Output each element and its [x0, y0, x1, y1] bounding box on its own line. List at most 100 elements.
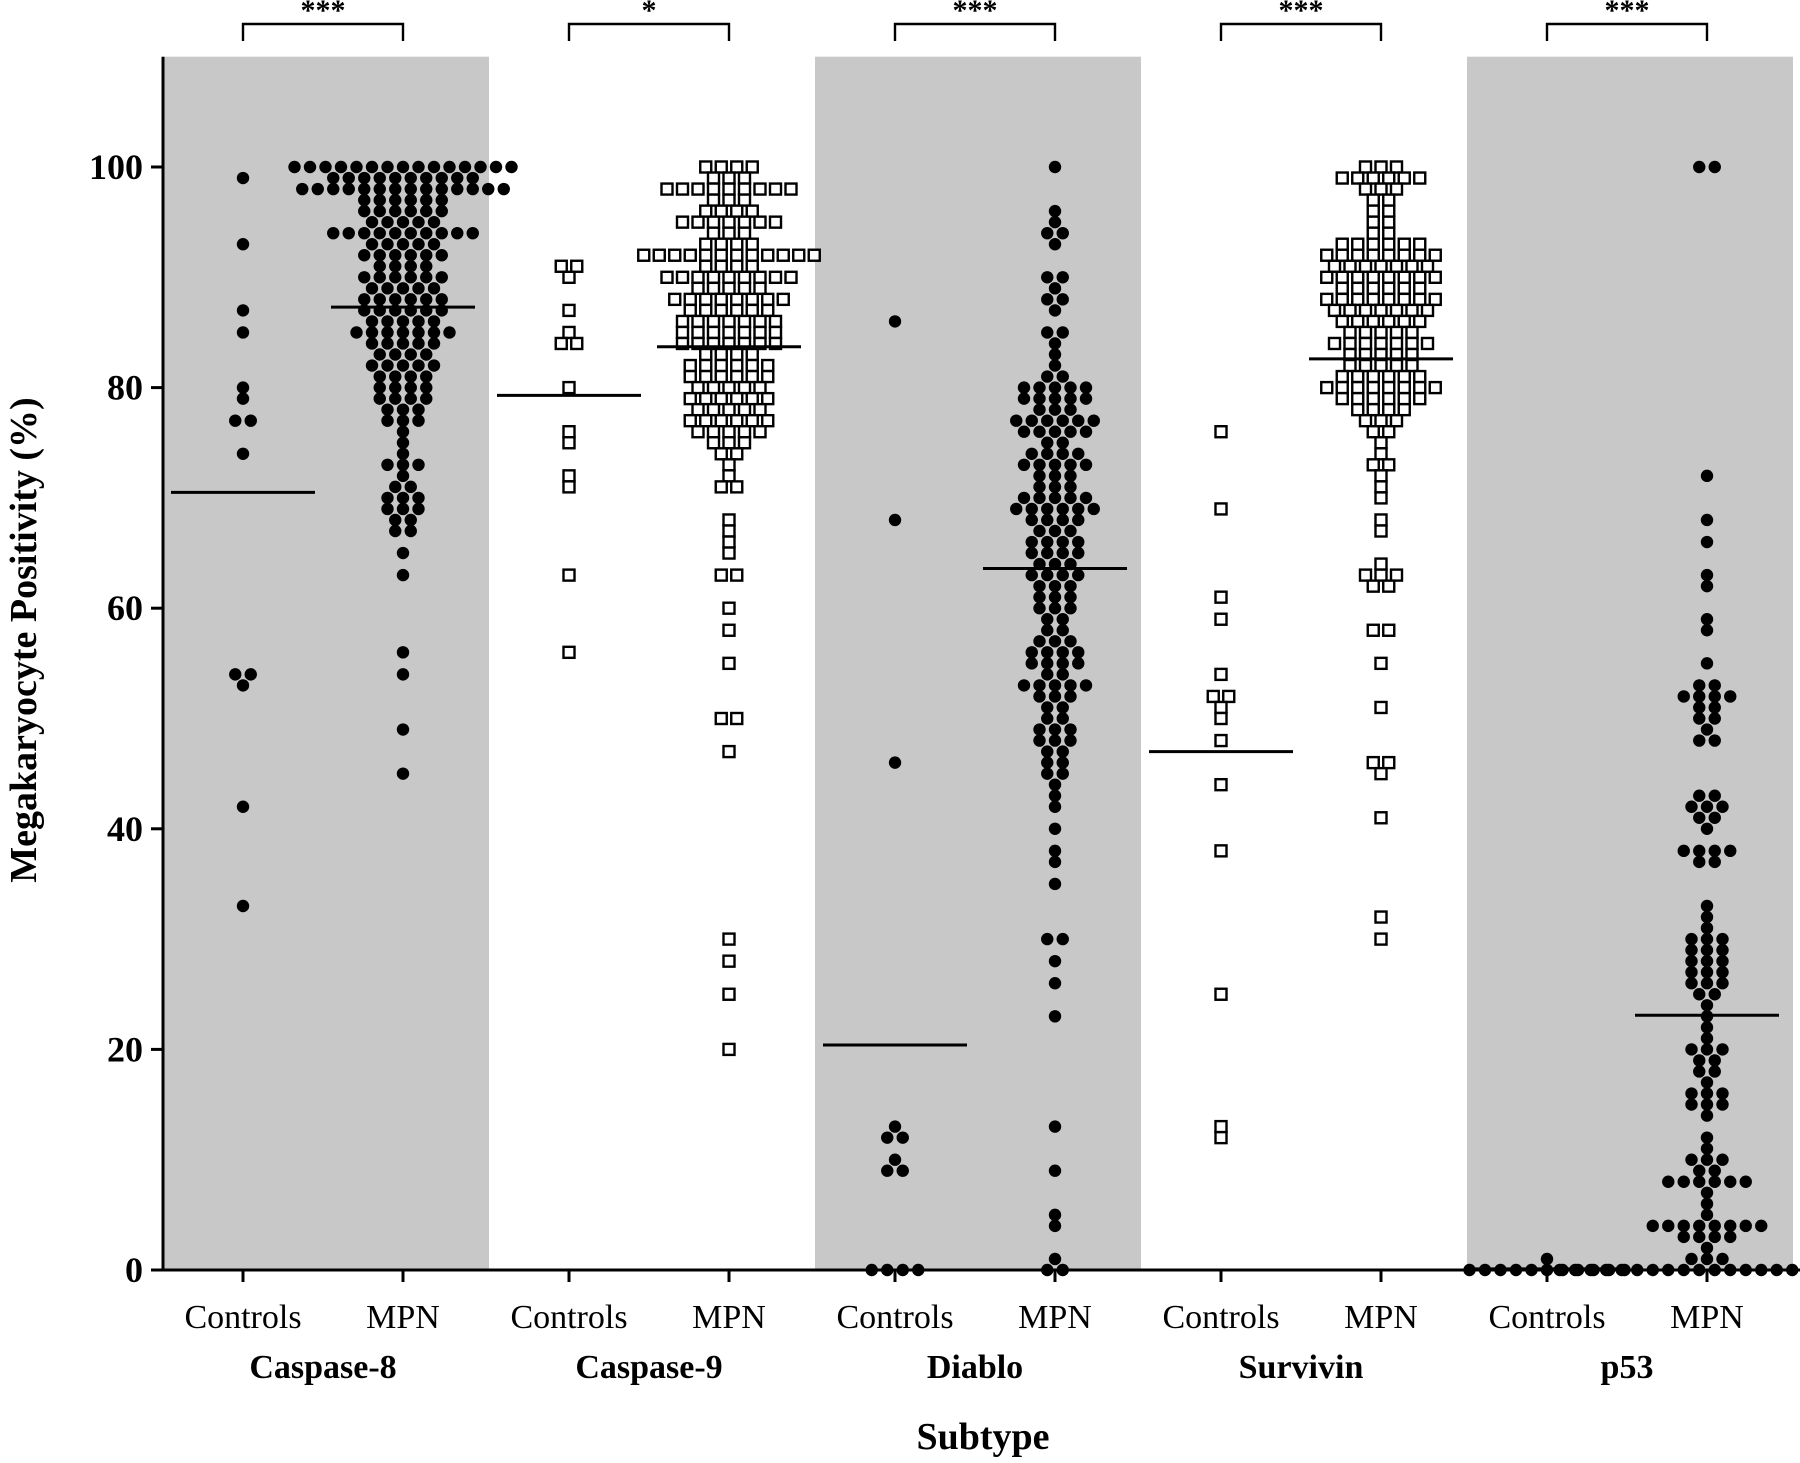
point-caspase-9-mpn	[722, 281, 736, 296]
point-caspase-9-mpn	[706, 270, 721, 284]
point-caspase-8-mpn	[466, 171, 479, 185]
point-survivin-mpn	[1366, 369, 1380, 384]
point-p53-mpn	[1716, 1098, 1729, 1111]
point-p53-mpn	[1786, 1263, 1799, 1277]
point-caspase-9-mpn	[683, 303, 697, 318]
point-p53-mpn	[1700, 999, 1714, 1012]
point-survivin-mpn	[1366, 237, 1380, 251]
point-caspase-9-mpn	[745, 347, 759, 362]
point-survivin-mpn	[1366, 226, 1380, 240]
point-caspase-9-mpn	[730, 480, 744, 494]
point-caspase-8-mpn	[389, 260, 402, 273]
point-p53-mpn	[1693, 679, 1706, 692]
point-caspase-8-mpn	[412, 502, 425, 516]
point-diablo-mpn	[1048, 458, 1062, 472]
point-diablo-mpn	[1033, 524, 1046, 538]
point-caspase-8-mpn	[396, 238, 410, 251]
point-caspase-8-mpn	[396, 425, 410, 438]
point-survivin-mpn	[1382, 458, 1396, 472]
point-p53-mpn	[1693, 1219, 1706, 1233]
group-label-caspase-8: Caspase-8	[249, 1349, 396, 1386]
point-caspase-8-mpn	[389, 513, 402, 527]
point-diablo-mpn	[1048, 238, 1062, 251]
point-caspase-8-mpn	[412, 337, 425, 350]
point-survivin-mpn	[1320, 292, 1334, 307]
point-caspase-9-mpn	[675, 314, 690, 329]
point-caspase-9-mpn	[761, 391, 775, 406]
point-diablo-mpn	[1048, 1164, 1062, 1177]
point-caspase-8-mpn	[373, 293, 386, 306]
point-diablo-mpn	[1056, 436, 1069, 449]
point-caspase-9-mpn	[730, 447, 744, 461]
point-caspase-9-mpn	[737, 193, 752, 207]
point-p53-mpn	[1708, 844, 1721, 858]
point-survivin-mpn	[1374, 336, 1388, 351]
point-caspase-8-mpn	[404, 370, 417, 383]
point-caspase-9-mpn	[737, 436, 752, 450]
point-caspase-9-mpn	[722, 535, 736, 549]
point-caspase-9-controls	[562, 270, 576, 284]
point-caspase-9-mpn	[745, 358, 759, 373]
point-survivin-controls	[1222, 689, 1236, 704]
point-caspase-9-mpn	[706, 171, 721, 185]
point-caspase-9-mpn	[722, 513, 736, 527]
point-diablo-mpn	[1033, 458, 1046, 472]
point-caspase-9-mpn	[706, 215, 721, 229]
point-diablo-mpn	[1041, 326, 1054, 339]
shaded-band-p53	[1467, 56, 1793, 1271]
point-caspase-9-mpn	[737, 171, 752, 185]
point-survivin-mpn	[1351, 292, 1365, 307]
point-caspase-9-mpn	[753, 270, 767, 284]
point-caspase-8-mpn	[358, 182, 371, 196]
point-caspase-9-mpn	[737, 314, 752, 329]
point-survivin-mpn	[1343, 336, 1357, 351]
point-caspase-9-mpn	[722, 458, 736, 472]
point-caspase-8-mpn	[412, 282, 425, 295]
point-survivin-mpn	[1343, 325, 1357, 340]
point-caspase-9-mpn	[699, 259, 713, 273]
point-caspase-9-mpn	[714, 480, 728, 494]
point-diablo-mpn	[1064, 480, 1077, 494]
point-survivin-mpn	[1374, 469, 1388, 483]
point-p53-mpn	[1685, 977, 1698, 990]
point-caspase-9-mpn	[722, 601, 736, 615]
point-diablo-mpn	[1048, 844, 1062, 858]
point-caspase-8-mpn	[435, 271, 448, 284]
point-caspase-9-mpn	[753, 380, 767, 395]
point-diablo-mpn	[1056, 226, 1069, 240]
point-caspase-8-mpn	[404, 271, 417, 284]
point-survivin-mpn	[1358, 182, 1373, 196]
significance-bracket-caspase-8	[241, 22, 405, 41]
point-diablo-mpn	[1010, 414, 1023, 427]
point-caspase-8-mpn	[396, 723, 410, 736]
point-caspase-8-mpn	[451, 182, 464, 196]
point-survivin-mpn	[1366, 270, 1380, 284]
point-diablo-mpn	[1041, 226, 1054, 240]
point-diablo-mpn	[1087, 502, 1100, 516]
point-caspase-8-mpn	[396, 282, 410, 295]
point-caspase-8-mpn	[358, 226, 371, 240]
point-p53-mpn	[1700, 1087, 1714, 1100]
point-p53-mpn	[1724, 1175, 1737, 1188]
significance-label-caspase-9: *	[642, 0, 657, 27]
point-caspase-9-mpn	[768, 215, 783, 229]
point-p53-mpn	[1693, 1164, 1706, 1177]
point-caspase-9-mpn	[714, 568, 728, 582]
point-caspase-9-mpn	[706, 336, 721, 351]
point-survivin-mpn	[1327, 336, 1342, 351]
point-diablo-mpn	[1064, 458, 1077, 472]
x-category-label-caspase-8-controls: Controls	[184, 1299, 301, 1336]
point-p53-mpn	[1662, 1175, 1675, 1188]
point-diablo-mpn	[1064, 635, 1077, 648]
point-caspase-8-mpn	[311, 182, 324, 196]
point-caspase-8-mpn	[373, 182, 386, 196]
point-p53-mpn	[1739, 1175, 1752, 1188]
point-survivin-mpn	[1320, 380, 1334, 395]
point-caspase-8-mpn	[389, 381, 402, 394]
point-caspase-8-mpn	[365, 215, 379, 229]
point-p53-mpn	[1708, 734, 1721, 747]
point-diablo-mpn	[1041, 646, 1054, 659]
group-label-p53: p53	[1601, 1349, 1654, 1386]
point-caspase-9-controls	[562, 480, 576, 494]
point-diablo-mpn	[1064, 392, 1077, 405]
